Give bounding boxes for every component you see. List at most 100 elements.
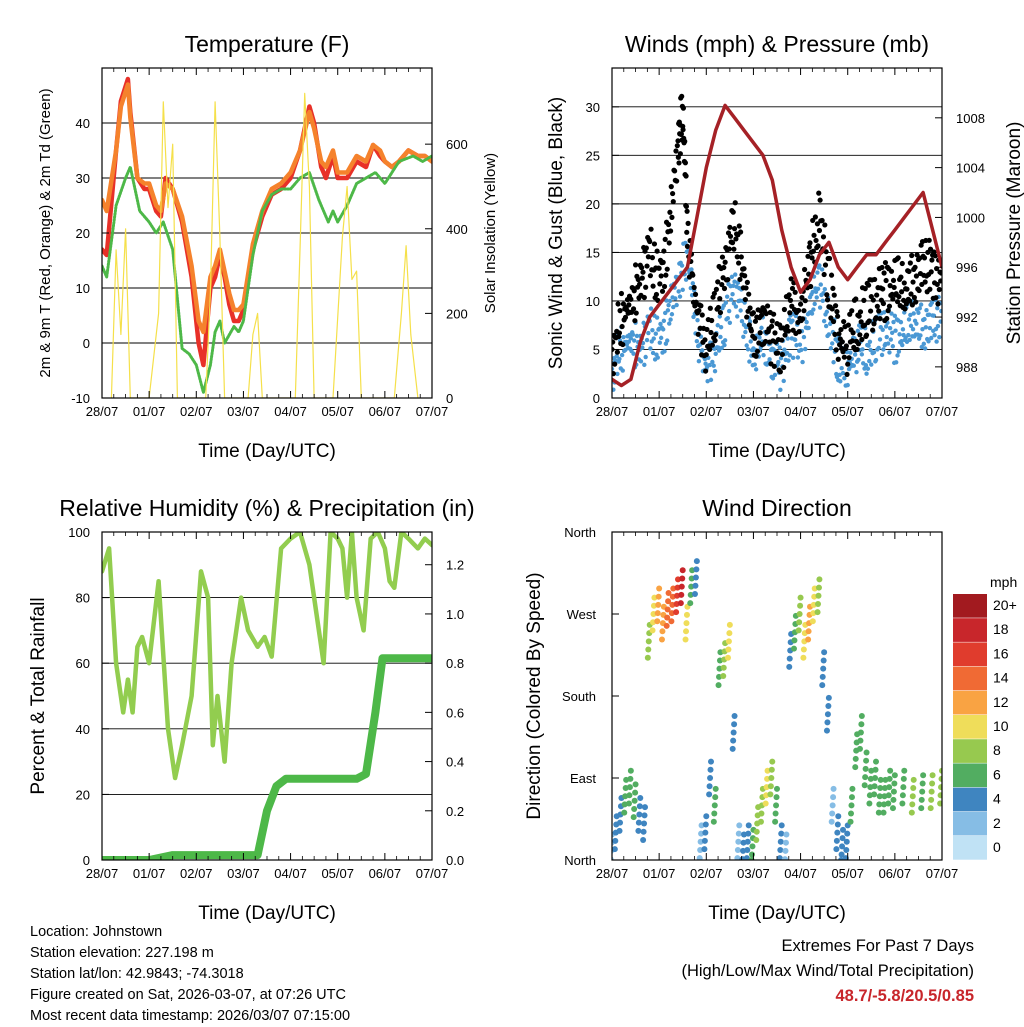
gust-point (684, 243, 691, 250)
gust-point (726, 246, 732, 252)
gust-point (661, 248, 667, 254)
direction-point (797, 602, 804, 609)
direction-point (901, 767, 908, 774)
direction-point (664, 606, 671, 613)
gust-point (612, 361, 618, 367)
gust-point (727, 224, 733, 230)
gust-point (719, 281, 725, 288)
gust-point (890, 277, 897, 284)
wind-point (717, 314, 722, 319)
gust-point (938, 270, 942, 276)
gust-point (682, 160, 689, 166)
gust-point (911, 294, 917, 301)
colorbar-swatch (953, 787, 987, 812)
wind-point (648, 306, 654, 311)
gust-point (721, 285, 728, 292)
gust-point (898, 289, 905, 295)
gust-point (741, 266, 747, 272)
gust-point (898, 274, 904, 280)
direction-point (736, 822, 743, 829)
gust-point (675, 138, 681, 144)
gust-point (880, 300, 887, 307)
wind-point (865, 366, 871, 371)
direction-point (835, 813, 842, 820)
wind-point (707, 362, 712, 368)
series-group (612, 93, 942, 393)
direction-point (876, 793, 883, 800)
direction-point (768, 775, 775, 781)
gust-point (708, 329, 714, 336)
direction-point (655, 593, 662, 600)
gust-point (855, 341, 862, 347)
direction-point (726, 621, 733, 628)
colorbar-swatch (953, 811, 987, 836)
colorbar-tick-label: 18 (993, 621, 1009, 637)
direction-point (919, 780, 926, 787)
gust-point (746, 291, 752, 297)
y-tick-label: 80 (76, 591, 90, 606)
wind-point (619, 352, 625, 358)
gust-point (817, 197, 823, 203)
extremes-box: Extremes For Past 7 Days (High/Low/Max W… (681, 934, 974, 1009)
gust-point (802, 298, 808, 304)
wind-point (862, 366, 867, 371)
direction-point (919, 788, 926, 795)
gust-point (846, 355, 852, 361)
x-tick-label: 07/07 (416, 866, 449, 881)
wind-point (907, 337, 912, 343)
wind-point (803, 346, 808, 352)
gust-point (651, 241, 658, 247)
direction-point (682, 636, 689, 643)
wind-point (660, 327, 666, 332)
wind-point (643, 354, 648, 360)
gust-point (843, 343, 849, 349)
x-tick-label: 05/07 (321, 866, 354, 881)
gust-point (849, 308, 855, 314)
y-axis-label: Sonic Wind & Gust (Blue, Black) (546, 97, 567, 369)
gust-point (784, 324, 790, 330)
x-tick-label: 04/07 (784, 404, 817, 419)
gust-point (683, 203, 690, 209)
gust-point (717, 309, 724, 316)
x-tick-label: 07/07 (926, 404, 959, 419)
x-tick-label: 02/07 (180, 404, 213, 419)
direction-point (664, 614, 671, 621)
direction-point (627, 767, 634, 774)
wind-point (617, 356, 622, 362)
gust-point (658, 273, 664, 279)
gust-point (685, 220, 691, 226)
wind-point (831, 360, 836, 365)
x-tick-label: 06/07 (369, 404, 402, 419)
wind-point (640, 345, 645, 350)
gust-point (799, 294, 805, 301)
direction-point (678, 591, 685, 598)
x-tick-label: 07/07 (926, 866, 959, 881)
gust-point (789, 285, 796, 292)
gust-point (822, 262, 829, 268)
gust-point (782, 332, 788, 338)
direction-point (649, 627, 656, 634)
x-tick-label: 03/07 (227, 404, 260, 419)
wind-point (620, 368, 625, 373)
x-tick-label: 28/07 (596, 404, 629, 419)
gust-point (680, 105, 686, 111)
gust-point (886, 303, 893, 309)
gust-point (641, 294, 647, 301)
direction-point (876, 801, 883, 808)
direction-point (839, 835, 846, 842)
direction-point (872, 775, 879, 781)
wind-point (856, 357, 861, 362)
wind-point (631, 351, 636, 356)
gust-point (775, 350, 781, 356)
direction-point (625, 800, 632, 807)
direction-point (636, 811, 643, 818)
y2-tick-label: 996 (956, 260, 978, 275)
gust-point (683, 173, 689, 179)
wind-point (918, 302, 924, 307)
gust-point (630, 306, 637, 312)
wind-point (811, 307, 816, 312)
colorbar-swatch (953, 836, 987, 860)
gust-point (829, 306, 835, 312)
gust-point (612, 371, 616, 377)
wind-point (887, 325, 893, 331)
